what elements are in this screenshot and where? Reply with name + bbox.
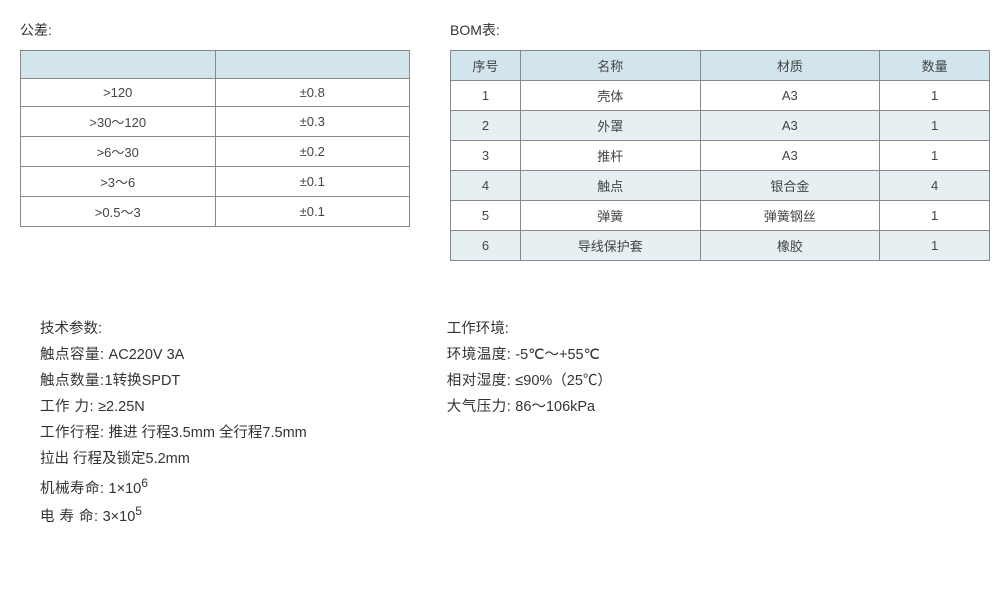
param-label: 触点容量: bbox=[40, 347, 105, 363]
tech-params-title: 技术参数: bbox=[40, 316, 307, 342]
tol-value: ±0.1 bbox=[215, 197, 410, 227]
bom-title: BOM表: bbox=[450, 20, 990, 40]
work-env-block: 工作环境: 环境温度: -5℃～+55℃ 相对湿度: ≤90%（25℃） 大气压… bbox=[447, 316, 612, 530]
tolerance-title: 公差: bbox=[20, 20, 410, 40]
tol-range: >6～30 bbox=[21, 137, 216, 167]
tol-range: >30～120 bbox=[21, 107, 216, 137]
bom-name: 推杆 bbox=[520, 141, 700, 171]
bom-material: 橡胶 bbox=[700, 231, 880, 261]
param-line: 大气压力: 86～106kPa bbox=[447, 394, 612, 420]
bom-num: 1 bbox=[451, 81, 521, 111]
param-line: 环境温度: -5℃～+55℃ bbox=[447, 342, 612, 368]
bom-name: 壳体 bbox=[520, 81, 700, 111]
bom-col-name: 名称 bbox=[520, 51, 700, 81]
table-row: 6导线保护套橡胶1 bbox=[451, 231, 990, 261]
bom-col-num: 序号 bbox=[451, 51, 521, 81]
tol-value: ±0.8 bbox=[215, 79, 410, 107]
bom-name: 外罩 bbox=[520, 111, 700, 141]
tolerance-table: >120±0.8 >30～120±0.3 >6～30±0.2 >3～6±0.1 … bbox=[20, 50, 410, 227]
param-label: 工作 力: bbox=[40, 399, 94, 415]
bom-material: 弹簧钢丝 bbox=[700, 201, 880, 231]
table-row: >3～6±0.1 bbox=[21, 167, 410, 197]
bom-qty: 4 bbox=[880, 171, 990, 201]
tol-value: ±0.3 bbox=[215, 107, 410, 137]
table-row: >0.5～3±0.1 bbox=[21, 197, 410, 227]
bom-num: 5 bbox=[451, 201, 521, 231]
param-line: 机械寿命: 1×106 bbox=[40, 473, 307, 502]
bom-qty: 1 bbox=[880, 111, 990, 141]
tolerance-header-cell bbox=[21, 51, 216, 79]
table-row: >120±0.8 bbox=[21, 79, 410, 107]
table-row: 4触点银合金4 bbox=[451, 171, 990, 201]
param-line: 电 寿 命: 3×105 bbox=[40, 501, 307, 530]
param-line: 拉出 行程及锁定5.2mm bbox=[40, 446, 307, 472]
param-line: 工作行程: 推进 行程3.5mm 全行程7.5mm bbox=[40, 420, 307, 446]
param-label: 电 寿 命: bbox=[40, 509, 99, 525]
tolerance-header-cell bbox=[215, 51, 410, 79]
bom-col-qty: 数量 bbox=[880, 51, 990, 81]
table-header-row: 序号 名称 材质 数量 bbox=[451, 51, 990, 81]
bom-num: 6 bbox=[451, 231, 521, 261]
bom-name: 触点 bbox=[520, 171, 700, 201]
table-row: 3推杆A31 bbox=[451, 141, 990, 171]
bom-num: 4 bbox=[451, 171, 521, 201]
tol-range: >120 bbox=[21, 79, 216, 107]
param-value: 推进 行程3.5mm 全行程7.5mm bbox=[105, 425, 307, 441]
param-line: 触点容量: AC220V 3A bbox=[40, 342, 307, 368]
tol-value: ±0.2 bbox=[215, 137, 410, 167]
bom-name: 弹簧 bbox=[520, 201, 700, 231]
table-row: >30～120±0.3 bbox=[21, 107, 410, 137]
table-row: 2外罩A31 bbox=[451, 111, 990, 141]
bom-num: 2 bbox=[451, 111, 521, 141]
bom-material: A3 bbox=[700, 111, 880, 141]
tol-value: ±0.1 bbox=[215, 167, 410, 197]
table-row: 5弹簧弹簧钢丝1 bbox=[451, 201, 990, 231]
bom-section: BOM表: 序号 名称 材质 数量 1壳体A31 2外罩A31 3推杆A31 4… bbox=[450, 20, 990, 261]
param-line: 触点数量:1转换SPDT bbox=[40, 368, 307, 394]
table-header-row bbox=[21, 51, 410, 79]
bom-material: A3 bbox=[700, 141, 880, 171]
param-line: 相对湿度: ≤90%（25℃） bbox=[447, 368, 612, 394]
bom-material: A3 bbox=[700, 81, 880, 111]
param-value: ≤90%（25℃） bbox=[511, 373, 612, 389]
tol-range: >3～6 bbox=[21, 167, 216, 197]
param-value: AC220V 3A bbox=[105, 347, 185, 363]
top-tables-row: 公差: >120±0.8 >30～120±0.3 >6～30±0.2 >3～6±… bbox=[20, 20, 980, 261]
bom-material: 银合金 bbox=[700, 171, 880, 201]
bom-qty: 1 bbox=[880, 201, 990, 231]
tolerance-section: 公差: >120±0.8 >30～120±0.3 >6～30±0.2 >3～6±… bbox=[20, 20, 410, 227]
param-value: 86～106kPa bbox=[511, 399, 595, 415]
param-value: 1×10 bbox=[105, 480, 142, 496]
param-label: 机械寿命: bbox=[40, 480, 105, 496]
bom-qty: 1 bbox=[880, 141, 990, 171]
param-exponent: 5 bbox=[135, 504, 142, 518]
param-value: 3×10 bbox=[99, 509, 136, 525]
table-row: >6～30±0.2 bbox=[21, 137, 410, 167]
param-value: ≥2.25N bbox=[94, 399, 145, 415]
param-label: 工作行程: bbox=[40, 425, 105, 441]
bom-table: 序号 名称 材质 数量 1壳体A31 2外罩A31 3推杆A31 4触点银合金4… bbox=[450, 50, 990, 261]
tech-params-block: 技术参数: 触点容量: AC220V 3A 触点数量:1转换SPDT 工作 力:… bbox=[40, 316, 307, 530]
bom-qty: 1 bbox=[880, 231, 990, 261]
table-row: 1壳体A31 bbox=[451, 81, 990, 111]
work-env-title: 工作环境: bbox=[447, 316, 612, 342]
param-label: 大气压力: bbox=[447, 399, 512, 415]
bom-name: 导线保护套 bbox=[520, 231, 700, 261]
param-exponent: 6 bbox=[141, 476, 148, 490]
param-label: 环境温度: bbox=[447, 347, 512, 363]
param-label: 触点数量: bbox=[40, 373, 105, 389]
param-value: 1转换SPDT bbox=[105, 373, 181, 389]
bom-num: 3 bbox=[451, 141, 521, 171]
bottom-params-row: 技术参数: 触点容量: AC220V 3A 触点数量:1转换SPDT 工作 力:… bbox=[20, 316, 980, 530]
param-value: -5℃～+55℃ bbox=[511, 347, 600, 363]
bom-col-material: 材质 bbox=[700, 51, 880, 81]
param-line: 工作 力: ≥2.25N bbox=[40, 394, 307, 420]
bom-qty: 1 bbox=[880, 81, 990, 111]
tol-range: >0.5～3 bbox=[21, 197, 216, 227]
param-label: 相对湿度: bbox=[447, 373, 512, 389]
